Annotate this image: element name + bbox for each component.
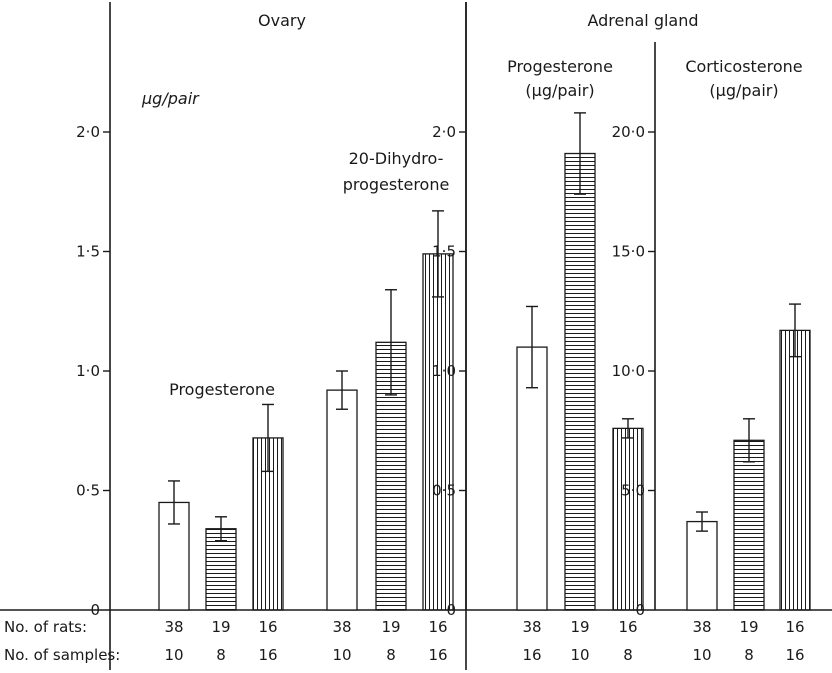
ovary-dihydro-label-2: progesterone [343,175,450,194]
ovary-bar-4 [326,389,358,611]
adrenal-corticosterone-axis-label-2: (μg/pair) [709,81,778,100]
adrenal-corticosterone-rats-count: 38 [692,618,711,636]
adrenal-corticosterone-rats-count: 19 [739,618,758,636]
bars [158,112,811,611]
adrenal-progesterone-bar-2 [564,152,596,611]
ovary-tick-label: 0·5 [76,482,100,500]
ovary-tick-label: 2·0 [76,123,100,141]
adrenal-corticosterone-tick-label: 20·0 [612,123,645,141]
ovary-tick-label: 0 [90,601,100,619]
ovary-dihydro-label-1: 20-Dihydro- [349,149,444,168]
adrenal-progesterone-samples-count: 8 [623,646,633,664]
adrenal-panel-title: Adrenal gland [587,11,698,30]
adrenal-corticosterone-bar-3 [779,329,811,611]
samples-row-label: No. of samples: [4,646,120,664]
adrenal-progesterone-rats-count: 38 [522,618,541,636]
ovary-bar-6 [422,253,454,611]
adrenal-progesterone-bar-1 [516,346,548,611]
ovary-samples-count: 8 [386,646,396,664]
adrenal-corticosterone-bar-1 [686,520,718,611]
ovary-progesterone-label: Progesterone [169,380,275,399]
adrenal-corticosterone-tick-label: 15·0 [612,243,645,261]
ovary-rats-count: 19 [381,618,400,636]
ovary-rats-count: 38 [332,618,351,636]
ovary-panel-title: Ovary [258,11,306,30]
count-labels: 38 10 19 8 16 16 38 10 19 8 16 16 38 16 19 10 16 8 38 10 19 8… [164,618,804,664]
ovary-tick-label: 1·5 [76,243,100,261]
ovary-rats-count: 38 [164,618,183,636]
ovary-rats-count: 16 [428,618,447,636]
ovary-samples-count: 10 [332,646,351,664]
adrenal-progesterone-bar-3 [612,427,644,611]
ovary-samples-count: 10 [164,646,183,664]
ovary-samples-count: 16 [258,646,277,664]
ovary-samples-count: 8 [216,646,226,664]
adrenal-progesterone-axis-label-2: (μg/pair) [525,81,594,100]
adrenal-progesterone-samples-count: 16 [522,646,541,664]
adrenal-corticosterone-samples-count: 16 [785,646,804,664]
adrenal-corticosterone-samples-count: 10 [692,646,711,664]
adrenal-corticosterone-rats-count: 16 [785,618,804,636]
adrenal-corticosterone-axis-label-1: Corticosterone [685,57,802,76]
adrenal-progesterone-rats-count: 16 [618,618,637,636]
ovary-bar-2 [205,528,237,611]
adrenal-corticosterone-tick-label: 10·0 [612,362,645,380]
adrenal-progesterone-axis-label-1: Progesterone [507,57,613,76]
ovary-rats-count: 19 [211,618,230,636]
ovary-samples-count: 16 [428,646,447,664]
adrenal-corticosterone-samples-count: 8 [744,646,754,664]
rats-row-label: No. of rats: [4,618,87,636]
adrenal-corticosterone-bar-2 [733,439,765,611]
adrenal-progesterone-tick-label: 2·0 [432,123,456,141]
adrenal-progesterone-rats-count: 19 [570,618,589,636]
ovary-rats-count: 16 [258,618,277,636]
ovary-unit-label: μg/pair [141,89,200,108]
ovary-tick-label: 1·0 [76,362,100,380]
adrenal-progesterone-samples-count: 10 [570,646,589,664]
